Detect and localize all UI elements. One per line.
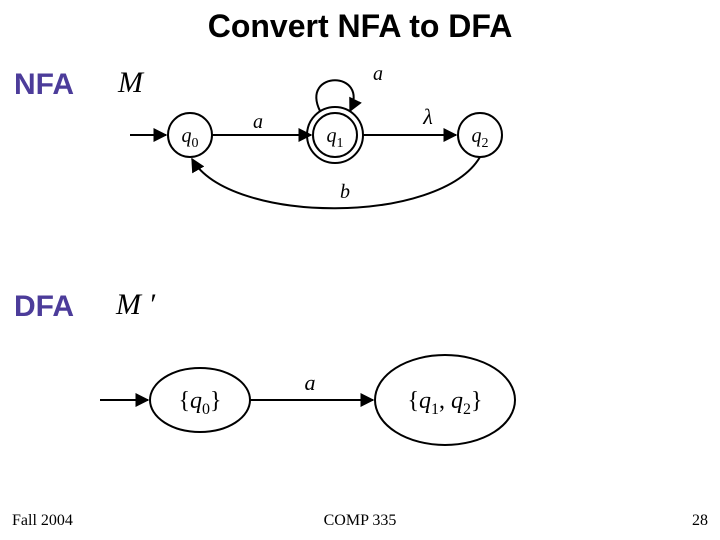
nfa-edge-q1-q2-label: λ	[422, 104, 433, 129]
nfa-edge-q2-q0-label: b	[340, 181, 350, 203]
footer-right: 28	[692, 512, 708, 530]
nfa-edge-q0-q1-label: a	[253, 111, 263, 133]
nfa-edge-q1-q1-label: a	[373, 63, 383, 85]
dfa-edge-q0-q12-label: a	[305, 370, 316, 395]
dfa-label: DFA	[14, 290, 74, 324]
slide: Convert NFA to DFA NFA M DFA M ′ q0 a q1…	[0, 0, 720, 540]
dfa-state-q12-label: {q1, q2}	[407, 388, 482, 418]
dfa-diagram: {q0} a {q1, q2}	[0, 320, 720, 520]
nfa-diagram: q0 a q1 a λ q2 b	[0, 0, 720, 260]
dfa-state-q0-label: {q0}	[178, 388, 221, 418]
nfa-edge-q2-q0	[192, 157, 480, 208]
machine-m-prime-label: M ′	[116, 288, 155, 322]
footer-center: COMP 335	[0, 512, 720, 530]
